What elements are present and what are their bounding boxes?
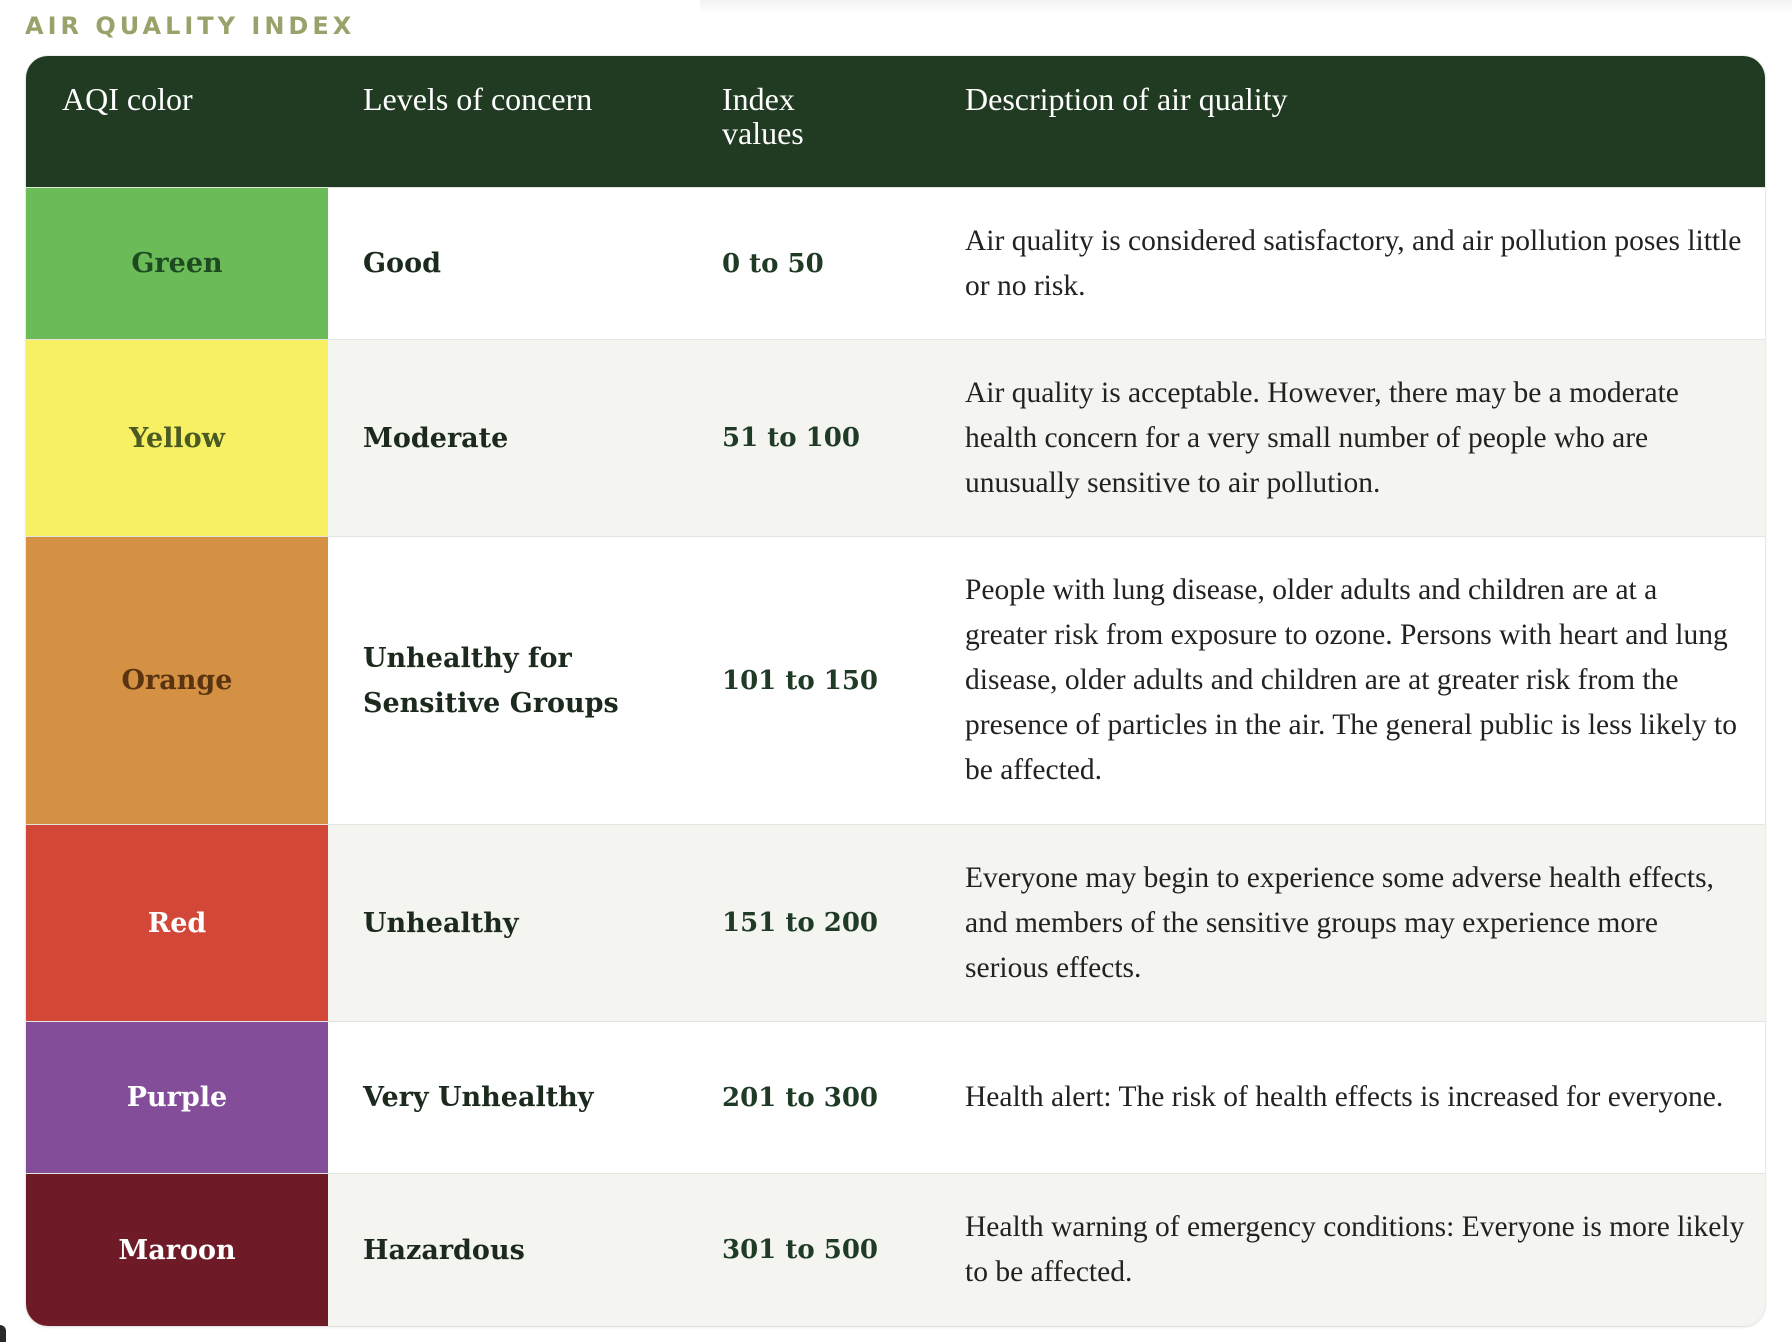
table-row-red: Red Unhealthy 151 to 200 Everyone may be…	[26, 824, 1765, 1021]
aqi-color-label: Purple	[126, 1082, 228, 1113]
level-of-concern: Unhealthy for Sensitive Groups	[363, 537, 663, 824]
index-label: 51 to 100	[722, 423, 860, 453]
index-label: 0 to 50	[722, 248, 824, 279]
air-quality-description: People with lung disease, older adults a…	[965, 537, 1745, 824]
description-text: Air quality is acceptable. However, ther…	[965, 376, 1679, 499]
air-quality-description: Health warning of emergency conditions: …	[965, 1174, 1745, 1326]
aqi-color-label: Orange	[121, 665, 233, 696]
table-row-green: Green Good 0 to 50 Air quality is consid…	[26, 187, 1765, 339]
index-values: 201 to 300	[722, 1022, 942, 1173]
index-values: 51 to 100	[722, 340, 942, 536]
index-label: 201 to 300	[722, 1082, 878, 1113]
header-levels-of-concern: Levels of concern	[363, 81, 593, 117]
level-label: Very Unhealthy	[363, 1082, 594, 1113]
index-label: 151 to 200	[722, 908, 878, 938]
index-label: 101 to 150	[722, 665, 878, 696]
level-of-concern: Very Unhealthy	[363, 1022, 663, 1173]
table-row-purple: Purple Very Unhealthy 201 to 300 Health …	[26, 1021, 1765, 1173]
description-text: Health alert: The risk of health effects…	[965, 1081, 1724, 1113]
aqi-color-swatch: Yellow	[26, 340, 328, 536]
aqi-color-swatch: Red	[26, 825, 328, 1021]
header-index-values: Index values	[722, 81, 804, 151]
level-label: Moderate	[363, 422, 509, 454]
index-values: 151 to 200	[722, 825, 942, 1021]
air-quality-description: Air quality is considered satisfactory, …	[965, 188, 1745, 339]
aqi-color-label: Green	[131, 248, 223, 279]
air-quality-description: Health alert: The risk of health effects…	[965, 1022, 1745, 1173]
level-label: Good	[363, 248, 441, 279]
header-description: Description of air quality	[965, 81, 1288, 117]
page-title: AIR QUALITY INDEX	[25, 12, 356, 40]
top-shadow	[700, 0, 1792, 14]
aqi-color-swatch: Green	[26, 188, 328, 339]
description-text: Everyone may begin to experience some ad…	[965, 861, 1714, 984]
level-label: Unhealthy	[363, 907, 519, 939]
index-label: 301 to 500	[722, 1235, 878, 1265]
aqi-table: AQI color Levels of concern Index values…	[26, 56, 1765, 1326]
index-values: 301 to 500	[722, 1174, 942, 1326]
table-row-maroon: Maroon Hazardous 301 to 500 Health warni…	[26, 1173, 1765, 1326]
aqi-color-label: Yellow	[129, 422, 225, 454]
level-of-concern: Moderate	[363, 340, 663, 536]
aqi-color-label: Red	[147, 907, 207, 939]
description-text: Air quality is considered satisfactory, …	[965, 224, 1742, 302]
air-quality-description: Everyone may begin to experience some ad…	[965, 825, 1745, 1021]
table-row-orange: Orange Unhealthy for Sensitive Groups 10…	[26, 536, 1765, 824]
level-of-concern: Unhealthy	[363, 825, 663, 1021]
table-header: AQI color Levels of concern Index values…	[26, 56, 1765, 187]
level-of-concern: Good	[363, 188, 663, 339]
table-row-yellow: Yellow Moderate 51 to 100 Air quality is…	[26, 339, 1765, 536]
header-aqi-color: AQI color	[62, 81, 193, 117]
level-of-concern: Hazardous	[363, 1174, 663, 1326]
level-label: Unhealthy for Sensitive Groups	[363, 642, 619, 719]
air-quality-description: Air quality is acceptable. However, ther…	[965, 340, 1745, 536]
index-values: 101 to 150	[722, 537, 942, 824]
aqi-color-label: Maroon	[118, 1234, 236, 1266]
description-text: Health warning of emergency conditions: …	[965, 1211, 1745, 1288]
aqi-color-swatch: Purple	[26, 1022, 328, 1173]
description-text: People with lung disease, older adults a…	[965, 574, 1737, 786]
aqi-color-swatch: Orange	[26, 537, 328, 824]
level-label: Hazardous	[363, 1234, 525, 1266]
aqi-color-swatch: Maroon	[26, 1174, 328, 1326]
index-values: 0 to 50	[722, 188, 942, 339]
corner-artifact	[0, 1325, 6, 1342]
